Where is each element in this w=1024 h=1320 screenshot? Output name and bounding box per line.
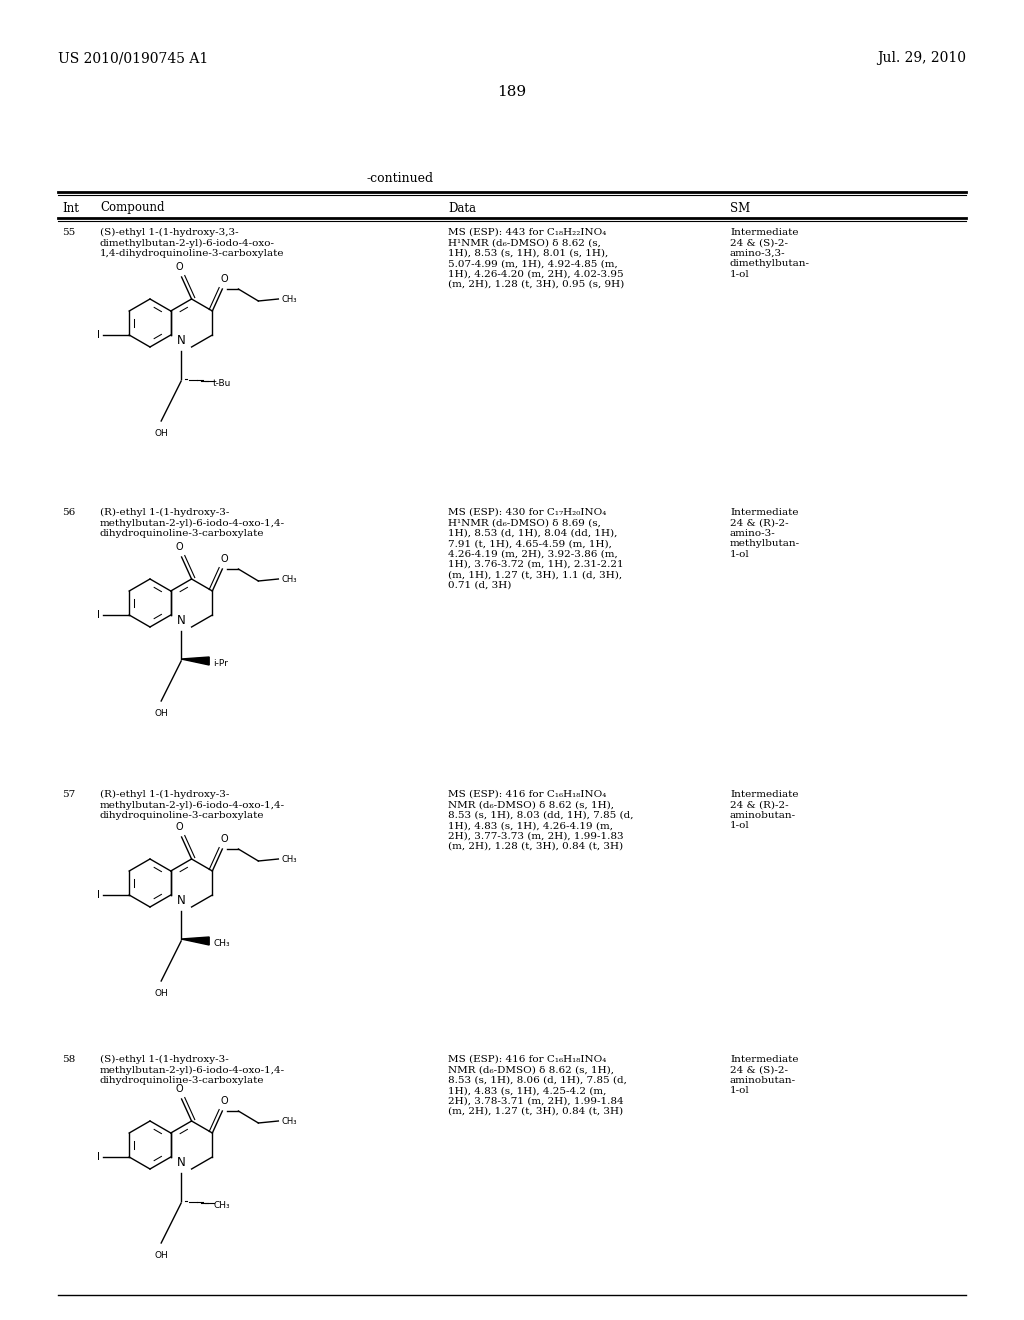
Text: t-Bu: t-Bu: [213, 379, 231, 388]
Text: 55: 55: [62, 228, 75, 238]
Text: CH₃: CH₃: [282, 854, 297, 863]
Text: MS (ESP): 430 for C₁₇H₂₀INO₄
H¹NMR (d₆-DMSO) δ 8.69 (s,
1H), 8.53 (d, 1H), 8.04 : MS (ESP): 430 for C₁₇H₂₀INO₄ H¹NMR (d₆-D…: [449, 508, 624, 590]
Text: O: O: [220, 554, 228, 564]
Text: Intermediate
24 & (S)-2-
amino-3,3-
dimethylbutan-
1-ol: Intermediate 24 & (S)-2- amino-3,3- dime…: [730, 228, 810, 279]
Text: MS (ESP): 416 for C₁₆H₁₈INO₄
NMR (d₆-DMSO) δ 8.62 (s, 1H),
8.53 (s, 1H), 8.06 (d: MS (ESP): 416 for C₁₆H₁₈INO₄ NMR (d₆-DMS…: [449, 1055, 627, 1115]
Text: O: O: [176, 822, 183, 832]
Text: I: I: [97, 610, 100, 620]
Text: CH₃: CH₃: [282, 294, 297, 304]
Text: SM: SM: [730, 202, 751, 214]
Text: Intermediate
24 & (R)-2-
amino-3-
methylbutan-
1-ol: Intermediate 24 & (R)-2- amino-3- methyl…: [730, 508, 800, 558]
Text: N: N: [177, 895, 185, 908]
Text: N: N: [177, 334, 185, 347]
Text: OH: OH: [155, 989, 168, 998]
Text: OH: OH: [155, 429, 168, 438]
Text: 189: 189: [498, 84, 526, 99]
Text: O: O: [220, 1096, 228, 1106]
Text: (S)-ethyl 1-(1-hydroxy-3-
methylbutan-2-yl)-6-iodo-4-oxo-1,4-
dihydroquinoline-3: (S)-ethyl 1-(1-hydroxy-3- methylbutan-2-…: [100, 1055, 285, 1085]
Text: MS (ESP): 416 for C₁₆H₁₈INO₄
NMR (d₆-DMSO) δ 8.62 (s, 1H),
8.53 (s, 1H), 8.03 (d: MS (ESP): 416 for C₁₆H₁₈INO₄ NMR (d₆-DMS…: [449, 789, 634, 851]
Text: O: O: [220, 275, 228, 284]
Text: O: O: [220, 834, 228, 843]
Polygon shape: [181, 937, 209, 945]
Text: N: N: [177, 615, 185, 627]
Text: -continued: -continued: [367, 172, 433, 185]
Text: i-Pr: i-Pr: [213, 659, 228, 668]
Text: 57: 57: [62, 789, 75, 799]
Text: OH: OH: [155, 1251, 168, 1261]
Text: CH₃: CH₃: [282, 1117, 297, 1126]
Text: US 2010/0190745 A1: US 2010/0190745 A1: [58, 51, 208, 65]
Text: CH₃: CH₃: [282, 574, 297, 583]
Text: Compound: Compound: [100, 202, 165, 214]
Text: O: O: [176, 261, 183, 272]
Text: CH₃: CH₃: [213, 939, 229, 948]
Text: O: O: [176, 543, 183, 552]
Text: I: I: [97, 890, 100, 900]
Text: Intermediate
24 & (R)-2-
aminobutan-
1-ol: Intermediate 24 & (R)-2- aminobutan- 1-o…: [730, 789, 799, 830]
Text: 58: 58: [62, 1055, 75, 1064]
Text: Data: Data: [449, 202, 476, 214]
Text: O: O: [176, 1084, 183, 1094]
Text: I: I: [97, 330, 100, 341]
Text: CH₃: CH₃: [213, 1200, 229, 1209]
Polygon shape: [181, 657, 209, 665]
Text: MS (ESP): 443 for C₁₈H₂₂INO₄
H¹NMR (d₆-DMSO) δ 8.62 (s,
1H), 8.53 (s, 1H), 8.01 : MS (ESP): 443 for C₁₈H₂₂INO₄ H¹NMR (d₆-D…: [449, 228, 625, 289]
Text: Int: Int: [62, 202, 79, 214]
Text: OH: OH: [155, 709, 168, 718]
Text: Intermediate
24 & (S)-2-
aminobutan-
1-ol: Intermediate 24 & (S)-2- aminobutan- 1-o…: [730, 1055, 799, 1096]
Text: 56: 56: [62, 508, 75, 517]
Text: (S)-ethyl 1-(1-hydroxy-3,3-
dimethylbutan-2-yl)-6-iodo-4-oxo-
1,4-dihydroquinoli: (S)-ethyl 1-(1-hydroxy-3,3- dimethylbuta…: [100, 228, 285, 259]
Text: (R)-ethyl 1-(1-hydroxy-3-
methylbutan-2-yl)-6-iodo-4-oxo-1,4-
dihydroquinoline-3: (R)-ethyl 1-(1-hydroxy-3- methylbutan-2-…: [100, 789, 285, 820]
Text: (R)-ethyl 1-(1-hydroxy-3-
methylbutan-2-yl)-6-iodo-4-oxo-1,4-
dihydroquinoline-3: (R)-ethyl 1-(1-hydroxy-3- methylbutan-2-…: [100, 508, 285, 539]
Text: Jul. 29, 2010: Jul. 29, 2010: [877, 51, 966, 65]
Text: I: I: [97, 1152, 100, 1162]
Text: N: N: [177, 1156, 185, 1170]
